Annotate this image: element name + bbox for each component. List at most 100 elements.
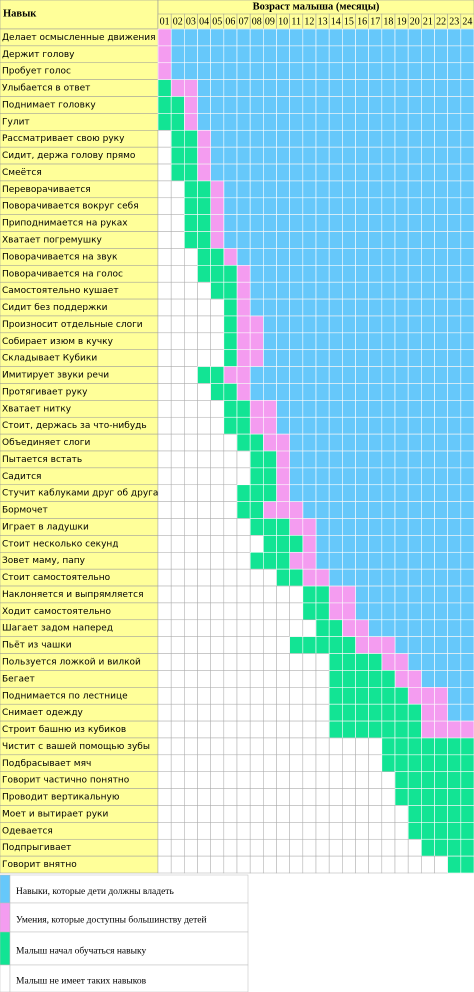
should-cell <box>394 298 409 317</box>
empty-cell <box>157 231 172 249</box>
should-cell <box>315 180 330 199</box>
skill-label: Проводит вертикальную <box>2 793 120 803</box>
empty-cell <box>276 670 290 688</box>
learning-cell <box>447 754 462 773</box>
empty-cell <box>197 703 211 722</box>
empty-cell <box>223 838 238 857</box>
legend-cell <box>9 931 249 966</box>
learning-cell <box>223 349 238 367</box>
should-cell <box>315 467 330 486</box>
should-cell <box>460 163 474 182</box>
learning-cell <box>368 703 383 722</box>
skill-label: Поворачивается на голос <box>2 269 123 279</box>
should-cell <box>328 197 343 215</box>
legend-swatch <box>0 874 11 904</box>
should-cell <box>460 653 474 671</box>
most-cell <box>184 79 198 97</box>
empty-cell <box>315 703 330 722</box>
empty-cell <box>184 602 198 621</box>
month-label: 02 <box>173 16 183 27</box>
empty-cell <box>263 703 277 722</box>
month-label: 05 <box>212 16 222 27</box>
should-cell <box>421 670 435 688</box>
empty-cell <box>276 602 290 621</box>
should-cell <box>328 349 343 367</box>
empty-cell <box>223 552 238 570</box>
should-cell <box>249 79 264 97</box>
should-cell <box>460 248 474 266</box>
empty-cell <box>236 754 251 772</box>
should-cell <box>447 180 462 199</box>
should-cell <box>368 163 383 182</box>
should-cell <box>289 383 304 401</box>
empty-cell <box>236 855 251 874</box>
should-cell <box>460 28 474 47</box>
should-cell <box>421 265 435 283</box>
learning-cell <box>342 703 356 722</box>
should-cell <box>302 231 317 249</box>
should-cell <box>328 214 343 232</box>
should-cell <box>368 146 383 165</box>
should-cell <box>434 281 448 300</box>
should-cell <box>315 79 330 97</box>
should-cell <box>289 416 304 435</box>
should-cell <box>407 214 422 232</box>
should-cell <box>407 501 422 519</box>
should-cell <box>447 400 462 418</box>
should-cell <box>289 349 304 367</box>
header-skill: Навык <box>3 8 37 19</box>
skill-label: Самостоятельно кушает <box>2 286 119 296</box>
empty-cell <box>223 822 238 840</box>
should-cell <box>355 180 369 199</box>
should-cell <box>460 298 474 317</box>
month-label: 15 <box>344 16 354 27</box>
should-cell <box>407 450 422 469</box>
empty-cell <box>157 383 172 401</box>
should-cell <box>289 467 304 486</box>
most-cell <box>421 720 435 739</box>
empty-cell <box>170 737 185 756</box>
learning-cell <box>263 467 277 486</box>
should-cell <box>342 400 356 418</box>
empty-cell <box>184 501 198 519</box>
should-cell <box>368 383 383 401</box>
should-cell <box>460 619 474 637</box>
should-cell <box>381 366 396 384</box>
learning-cell <box>263 551 277 570</box>
empty-cell <box>210 518 225 536</box>
should-cell <box>315 400 330 418</box>
should-cell <box>407 298 422 317</box>
should-cell <box>394 265 409 283</box>
should-cell <box>421 231 435 249</box>
should-cell <box>407 619 422 637</box>
should-cell <box>170 28 185 47</box>
should-cell <box>368 315 383 334</box>
empty-cell <box>184 467 198 486</box>
learning-cell <box>355 687 369 705</box>
should-cell <box>394 214 409 232</box>
empty-cell <box>263 653 277 671</box>
learning-cell <box>447 822 462 840</box>
should-cell <box>447 501 462 519</box>
should-cell <box>289 129 304 148</box>
empty-cell <box>236 771 251 789</box>
empty-cell <box>342 822 356 840</box>
should-cell <box>368 551 383 570</box>
should-cell <box>302 113 317 131</box>
should-cell <box>407 62 422 80</box>
should-cell <box>263 45 277 64</box>
learning-cell <box>421 788 435 806</box>
empty-cell <box>157 552 172 570</box>
empty-cell <box>263 838 277 857</box>
learning-cell <box>368 670 383 688</box>
empty-cell <box>157 687 172 705</box>
should-cell <box>394 163 409 182</box>
empty-cell <box>223 703 238 722</box>
should-cell <box>302 349 317 367</box>
skill-label: Стучит каблуками друг об друга <box>2 489 158 499</box>
should-cell <box>276 231 290 249</box>
empty-cell <box>223 855 238 874</box>
should-cell <box>302 281 317 300</box>
empty-cell <box>170 231 185 249</box>
should-cell <box>407 585 422 604</box>
